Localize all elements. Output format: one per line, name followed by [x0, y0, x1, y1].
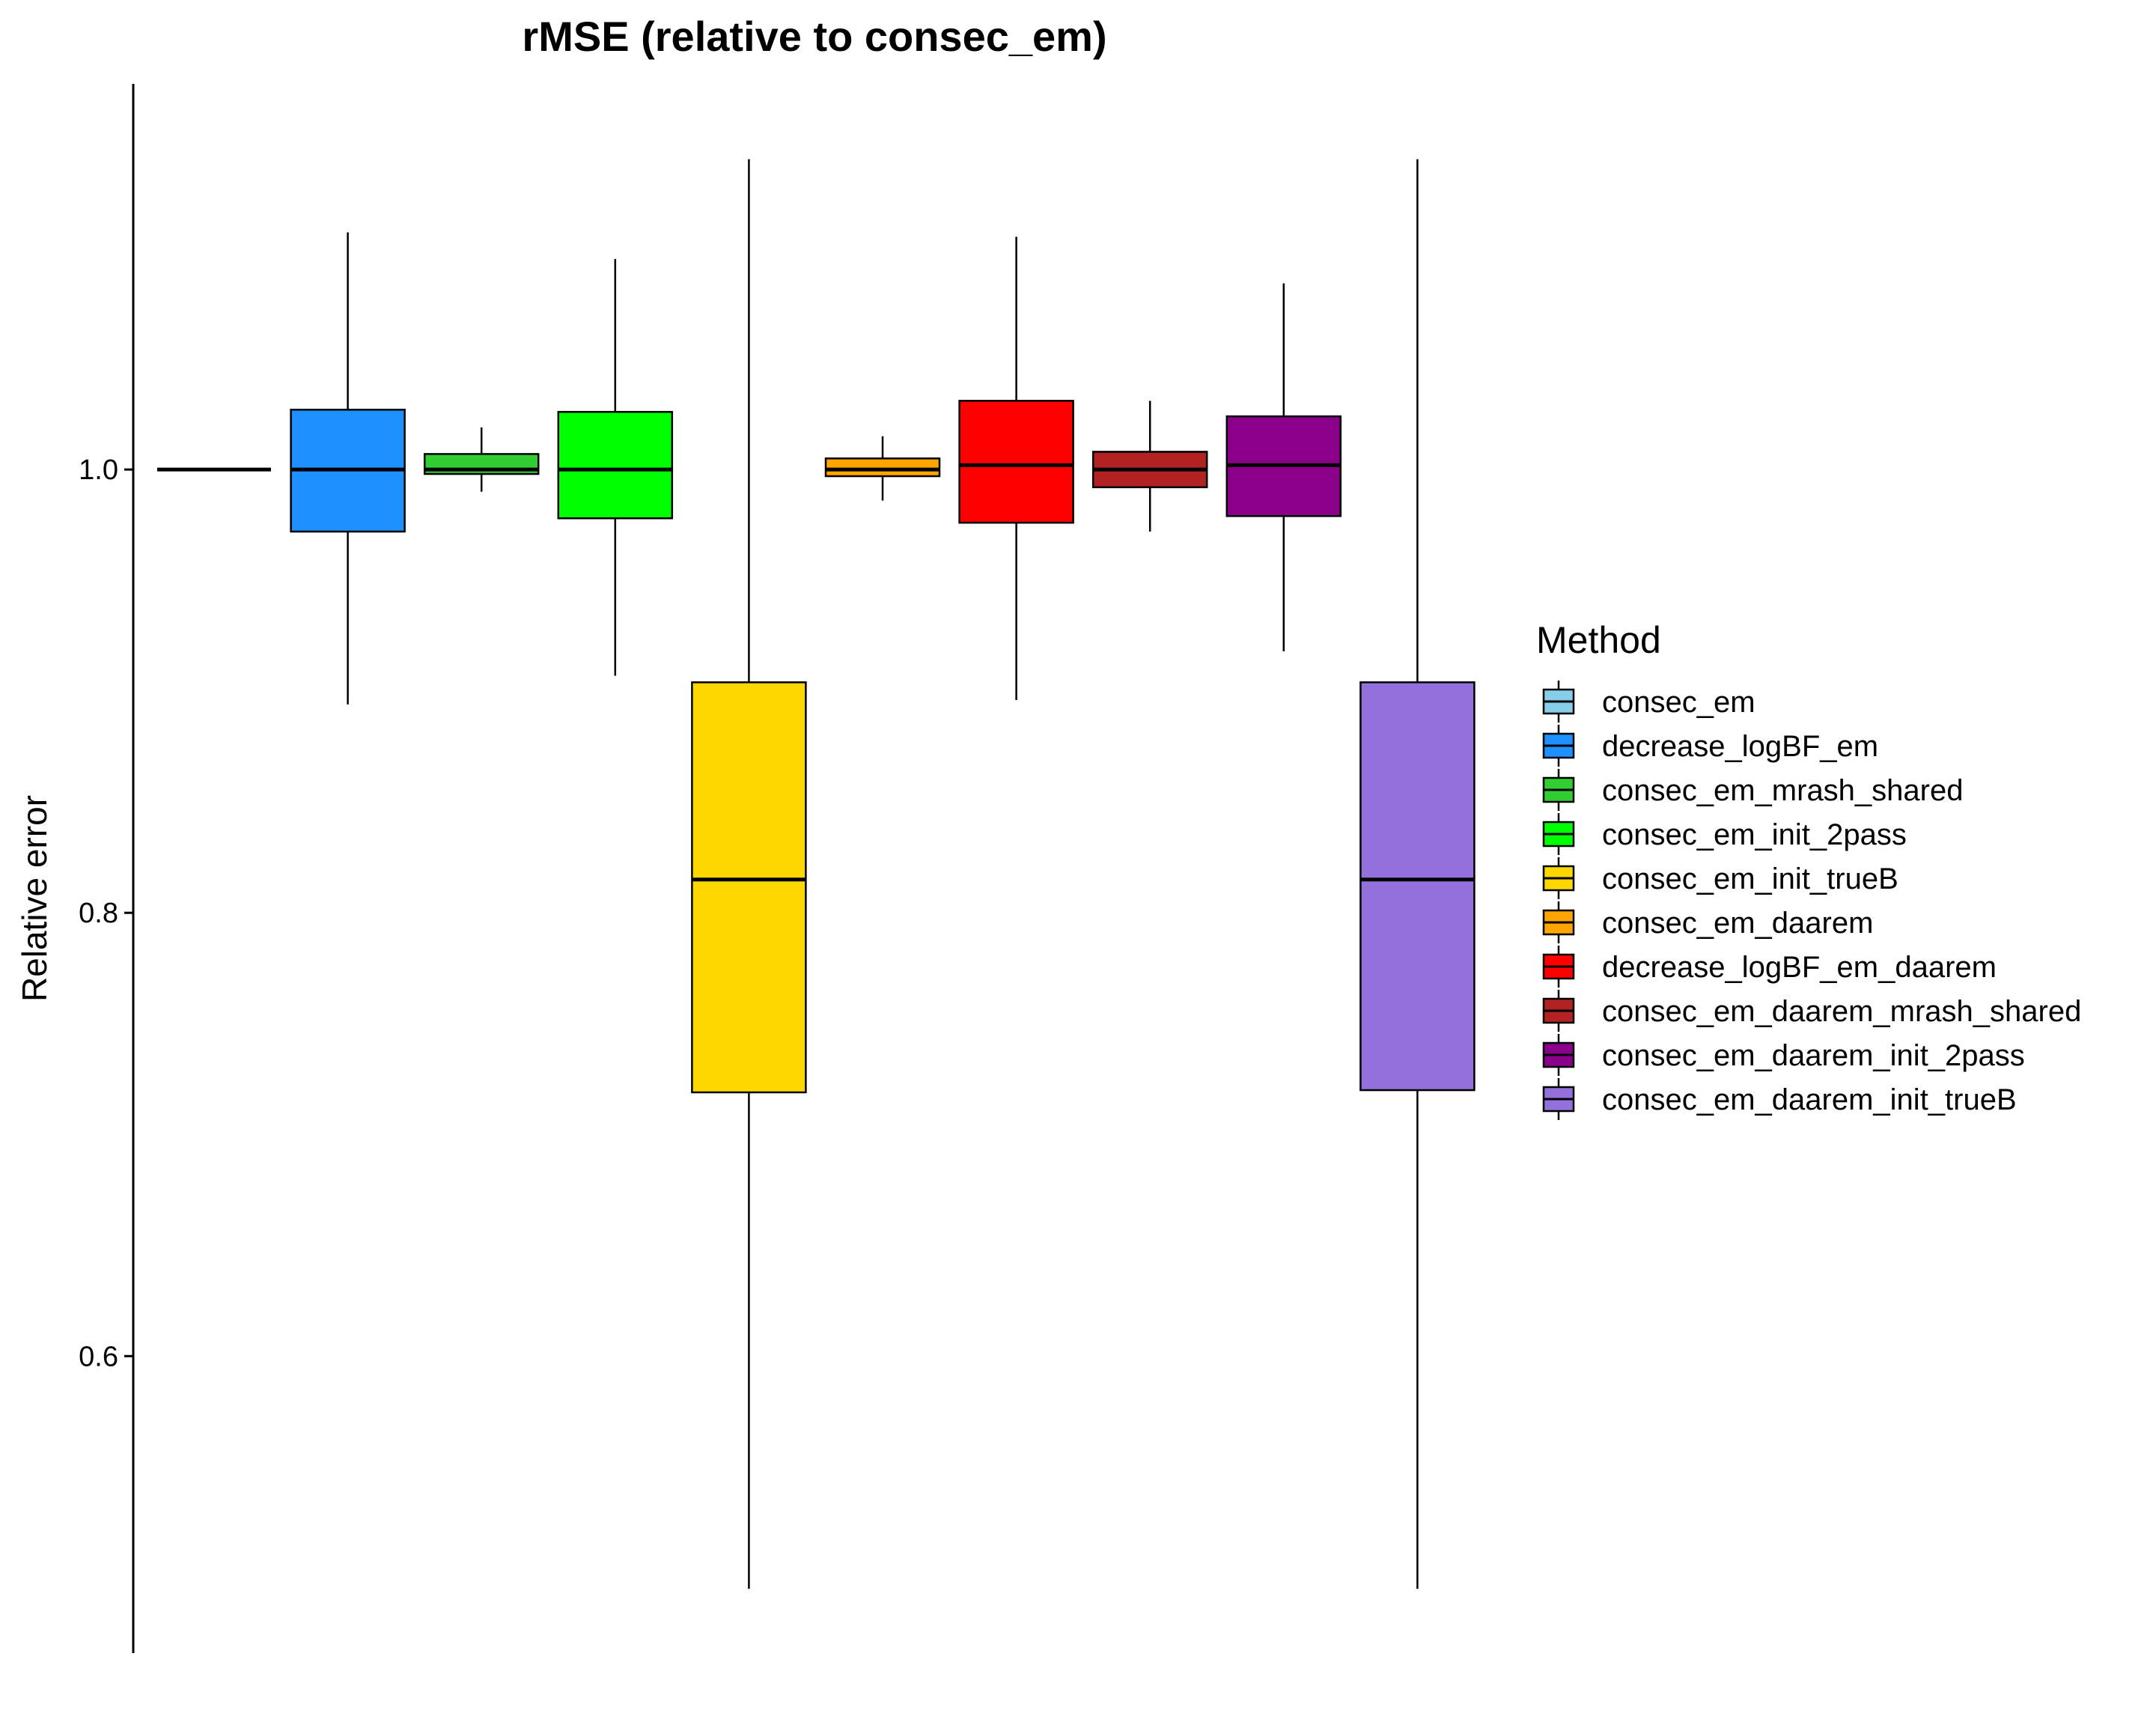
legend-item: consec_em_daarem_init_2pass [1542, 1034, 2025, 1076]
legend-label: decrease_logBF_em [1602, 730, 1878, 763]
box-consec-em-daarem [824, 436, 941, 501]
boxes [157, 159, 1476, 1589]
legend-item: decrease_logBF_em [1542, 725, 1878, 767]
legend-label: consec_em_mrash_shared [1602, 774, 1963, 807]
legend-label: consec_em_daarem [1602, 907, 1873, 940]
box-consec-em-daarem-mrash-shared [1091, 401, 1208, 532]
box-iqr [557, 410, 674, 520]
chart-title: rMSE (relative to consec_em) [522, 13, 1106, 60]
box-decrease-logBF-em [290, 232, 406, 705]
box-consec-em-init-trueB [691, 159, 807, 1589]
box-decrease-logBF-em-daarem [958, 237, 1074, 701]
y-tick-label: 0.6 [79, 1341, 118, 1372]
box-consec-em-mrash-shared [423, 427, 540, 492]
box-iqr [824, 457, 941, 478]
y-ticks: 0.6 0.8 1.0 [79, 454, 133, 1372]
legend-item: consec_em_init_2pass [1542, 813, 1907, 855]
y-axis-label: Relative error [15, 795, 54, 1002]
legend-title: Method [1536, 619, 1661, 661]
box-iqr [958, 400, 1074, 524]
legend-item: consec_em_init_trueB [1542, 857, 1898, 899]
legend-item: consec_em_daarem_init_trueB [1542, 1078, 2017, 1120]
legend-label: consec_em_daarem_init_2pass [1602, 1039, 2025, 1072]
box-iqr [691, 681, 807, 1094]
legend-item: consec_em [1542, 681, 1755, 722]
legend: Method consec_emdecrease_logBF_emconsec_… [1536, 619, 2081, 1120]
legend-item: decrease_logBF_em_daarem [1542, 946, 1997, 988]
y-tick-label: 1.0 [79, 454, 118, 486]
legend-item: consec_em_daarem [1542, 901, 1873, 943]
legend-label: consec_em_init_2pass [1602, 818, 1907, 851]
y-tick-label: 0.8 [79, 898, 118, 929]
box-consec-em-init-2pass [557, 258, 674, 676]
legend-item: consec_em_mrash_shared [1542, 769, 1963, 811]
box-consec-em-daarem-init-2pass [1225, 283, 1342, 651]
legend-label: consec_em_daarem_mrash_shared [1602, 995, 2081, 1028]
box-consec-em-daarem-init-trueB [1359, 159, 1476, 1589]
legend-items: consec_em decrease_logBF_em consec_em_mras… [1542, 681, 2081, 1120]
box-iqr [1359, 681, 1476, 1092]
legend-label: consec_em [1602, 686, 1755, 719]
legend-item: consec_em_daarem_mrash_shared [1542, 990, 2081, 1032]
legend-label: decrease_logBF_em_daarem [1602, 951, 1997, 984]
legend-label: consec_em_init_trueB [1602, 862, 1898, 895]
legend-label: consec_em_daarem_init_trueB [1602, 1083, 2017, 1116]
